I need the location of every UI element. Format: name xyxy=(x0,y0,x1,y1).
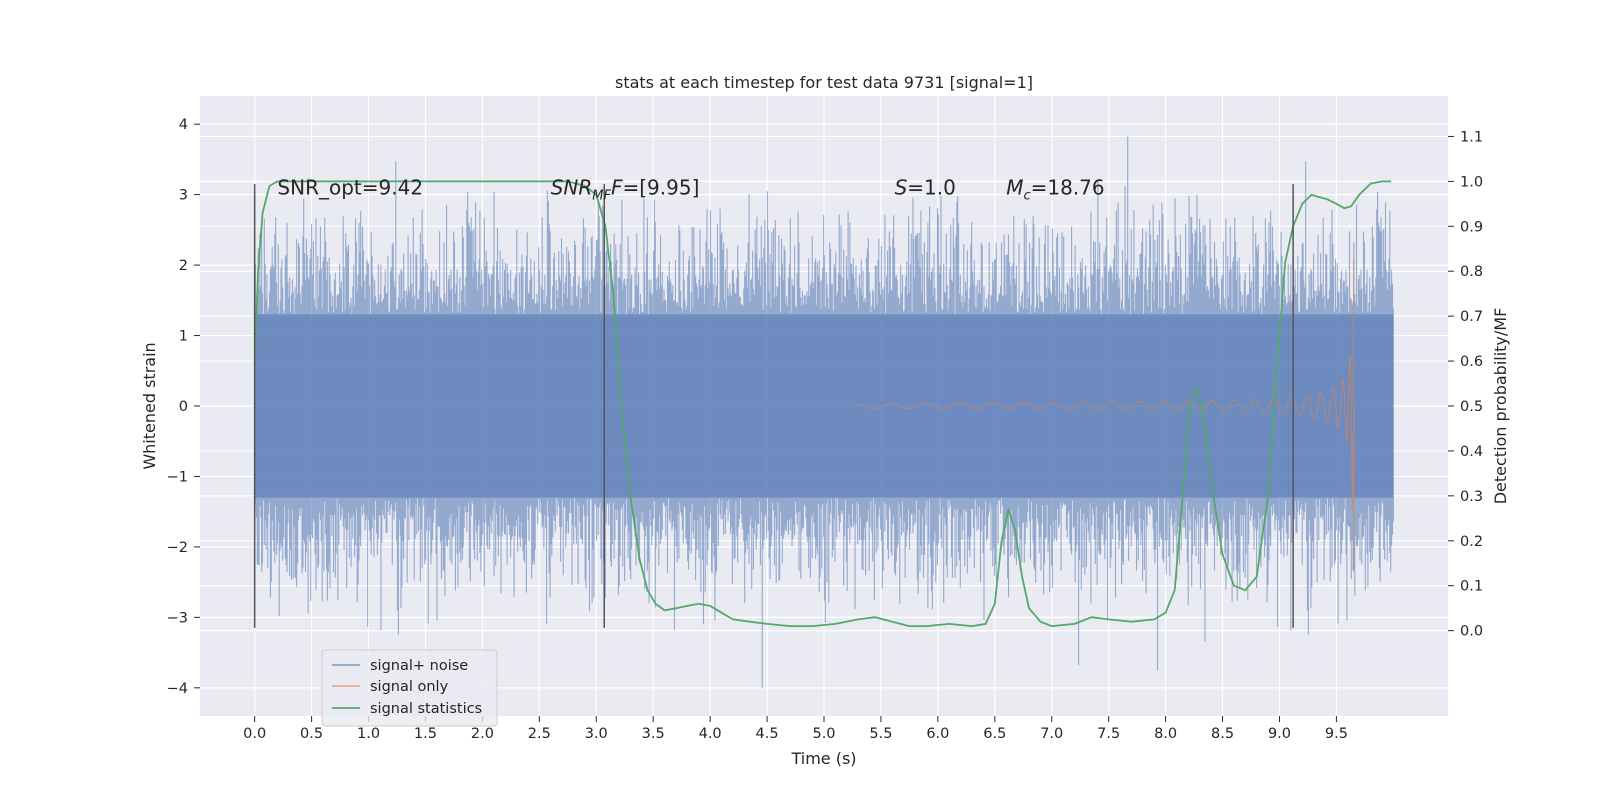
y-tick-label: −2 xyxy=(167,540,188,556)
x-tick-label: 5.5 xyxy=(869,726,892,742)
x-tick-label: 0.5 xyxy=(300,726,323,742)
signal-noise-series xyxy=(254,136,1394,688)
y2-tick-label: 0.0 xyxy=(1460,624,1483,640)
y-tick-label: 2 xyxy=(179,258,188,274)
legend-label-signal-only: signal only xyxy=(370,679,449,695)
annotation-mc-subscript: c xyxy=(1023,189,1030,204)
y2-tick-label: 0.6 xyxy=(1460,354,1483,370)
x-tick-label: 7.5 xyxy=(1097,726,1120,742)
y-axis-ticks: −4 −3 −2 −1 0 1 2 3 4 xyxy=(167,117,200,697)
x-tick-label: 4.5 xyxy=(756,726,779,742)
x-tick-label: 2.5 xyxy=(528,726,551,742)
y2-tick-label: 0.2 xyxy=(1460,534,1483,550)
x-axis-label: Time (s) xyxy=(790,749,856,768)
annotation-s-stat: S=1.0 xyxy=(895,176,956,200)
annotation-s-symbol: S xyxy=(895,176,908,200)
legend: signal+ noise signal only signal statist… xyxy=(321,649,498,727)
y2-tick-label: 1.1 xyxy=(1460,129,1483,145)
annotation-snr-mf-symbol: SNR xyxy=(551,176,593,200)
x-tick-label: 3.0 xyxy=(585,726,608,742)
y2-tick-label: 0.1 xyxy=(1460,579,1483,595)
legend-label-signal-noise: signal+ noise xyxy=(370,658,468,674)
x-tick-label: 9.5 xyxy=(1325,726,1348,742)
x-tick-label: 9.0 xyxy=(1268,726,1291,742)
x-tick-label: 1.0 xyxy=(357,726,380,742)
chart-title: stats at each timestep for test data 973… xyxy=(615,73,1033,92)
marker-lines xyxy=(253,184,1294,628)
annotation-snr-mf: SNRMFF=[9.95] xyxy=(551,176,700,204)
annotation-mc-symbol: M xyxy=(1006,176,1023,200)
y2-tick-label: 1.0 xyxy=(1460,174,1483,190)
y2-tick-label: 0.5 xyxy=(1460,399,1483,415)
x-axis-ticks: 0.0 0.5 1.0 1.5 2.0 2.5 3.0 3.5 4.0 4.5 5.0 5.5 6.0 6… xyxy=(243,716,1348,742)
y2-tick-label: 0.7 xyxy=(1460,309,1483,325)
signal-statistics-series xyxy=(253,180,1392,627)
y-tick-label: 3 xyxy=(179,188,188,204)
x-tick-label: 6.0 xyxy=(926,726,949,742)
legend-box xyxy=(321,649,498,727)
y2-axis-label: Detection probability/MF xyxy=(1491,308,1510,505)
x-tick-label: 6.5 xyxy=(983,726,1006,742)
x-tick-label: 3.5 xyxy=(642,726,665,742)
y2-axis-ticks: 0.0 0.1 0.2 0.3 0.4 0.5 0.6 0.7 0.8 0.9 1.0 1.1 xyxy=(1448,129,1483,640)
x-tick-label: 7.0 xyxy=(1040,726,1063,742)
y-tick-label: 4 xyxy=(179,117,188,133)
annotation-mc: Mc=18.76 xyxy=(1006,176,1104,204)
y-tick-label: −4 xyxy=(167,681,188,697)
x-tick-label: 4.0 xyxy=(699,726,722,742)
signal-statistics-line xyxy=(253,180,1392,627)
x-tick-label: 5.0 xyxy=(812,726,835,742)
y2-tick-label: 0.8 xyxy=(1460,264,1483,280)
x-tick-label: 0.0 xyxy=(243,726,266,742)
y-tick-label: 1 xyxy=(179,329,188,345)
y2-tick-label: 0.4 xyxy=(1460,444,1483,460)
annotations: SNR_opt=9.42 SNRMFF=[9.95] S=1.0 Mc=18.7… xyxy=(277,176,1104,204)
y2-tick-label: 0.3 xyxy=(1460,489,1483,505)
y-tick-label: 0 xyxy=(179,399,188,415)
legend-label-signal-statistics: signal statistics xyxy=(370,701,482,717)
annotation-s-value: =1.0 xyxy=(907,176,956,200)
signal-only-series xyxy=(858,258,1355,572)
annotation-snr-opt: SNR_opt=9.42 xyxy=(277,176,423,200)
y2-tick-label: 0.9 xyxy=(1460,219,1483,235)
annotation-snr-mf-subscript: MF xyxy=(592,189,611,204)
signal-only-line xyxy=(858,258,1355,572)
annotation-mc-value: =18.76 xyxy=(1031,176,1105,200)
y-tick-label: −3 xyxy=(167,610,188,626)
y-axis-label: Whitened strain xyxy=(140,342,159,469)
x-tick-label: 8.5 xyxy=(1211,726,1234,742)
x-tick-label: 2.0 xyxy=(471,726,494,742)
annotation-snr-mf-value: =[9.95] xyxy=(622,176,699,200)
y-tick-label: −1 xyxy=(167,469,188,485)
x-tick-label: 1.5 xyxy=(414,726,437,742)
annotation-snr-mf-f: F xyxy=(611,176,623,200)
x-tick-label: 8.0 xyxy=(1154,726,1177,742)
